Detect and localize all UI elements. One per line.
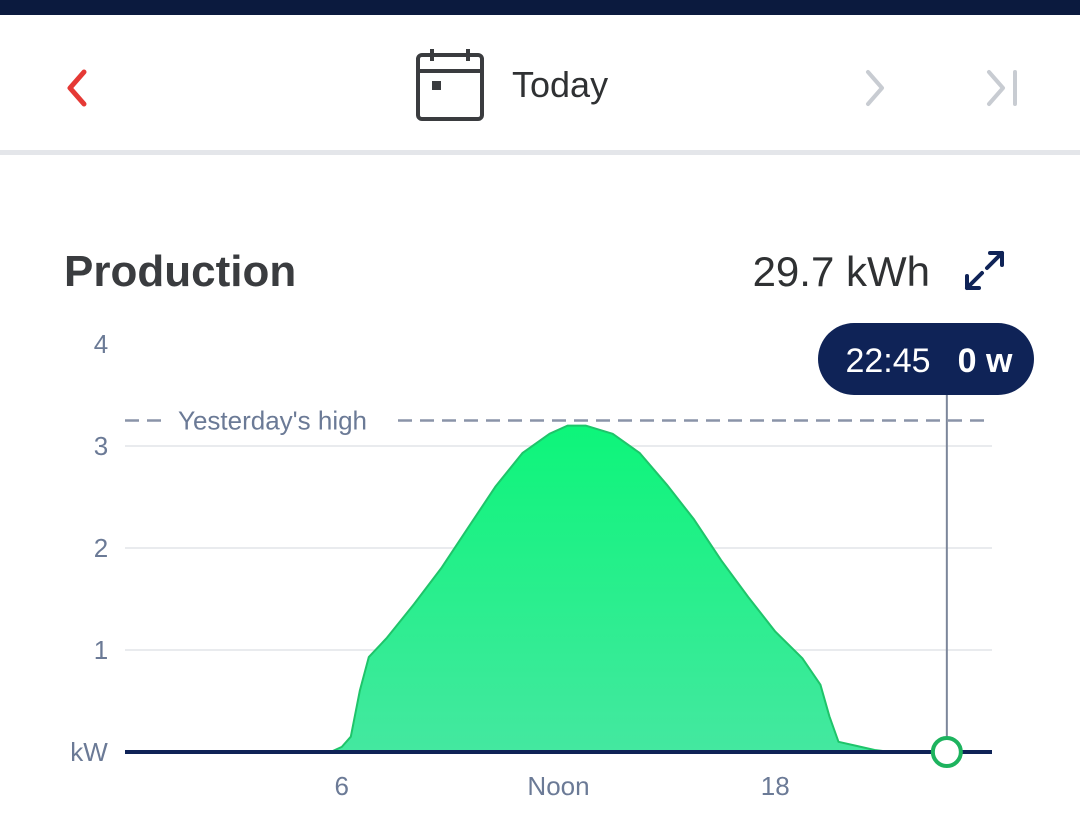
x-tick-label-6: 6 (335, 771, 349, 801)
y-tick-label-1: 1 (94, 635, 108, 665)
production-chart[interactable]: Yesterday's high 1 2 3 4 kW 6 Noon 18 22:45 0 w (0, 320, 1080, 825)
production-title: Production (64, 247, 297, 296)
cursor-time: 22:45 (845, 342, 930, 380)
chevron-left-icon (67, 69, 87, 107)
x-tick-label-Noon: Noon (527, 771, 589, 801)
previous-day-button[interactable] (52, 63, 102, 113)
expand-chart-button[interactable] (960, 246, 1010, 296)
next-day-button[interactable] (850, 63, 900, 113)
production-total: 29.7 kWh (752, 248, 930, 295)
date-navigation-header: Today (0, 15, 1080, 152)
calendar-icon[interactable] (414, 49, 486, 135)
y-tick-label-3: 3 (94, 431, 108, 461)
chevron-right-icon (866, 70, 884, 106)
y-tick-label-4: 4 (94, 329, 108, 359)
skip-to-end-icon (987, 70, 1017, 106)
time-cursor[interactable]: 22:45 0 w (818, 323, 1034, 768)
y-tick-label-2: 2 (94, 533, 108, 563)
jump-to-latest-button[interactable] (978, 63, 1028, 113)
production-area-series (295, 424, 892, 753)
cursor-tooltip (818, 323, 1034, 395)
x-tick-label-18: 18 (761, 771, 790, 801)
expand-icon (965, 251, 1004, 290)
header-divider (0, 150, 1080, 155)
y-unit-label: kW (70, 737, 108, 767)
axes: 1 2 3 4 kW 6 Noon 18 (70, 329, 992, 801)
production-area (295, 424, 892, 753)
selected-date-label[interactable]: Today (512, 64, 609, 105)
yesterday-high-label: Yesterday's high (178, 406, 367, 436)
yesterday-high-line: Yesterday's high (125, 406, 992, 436)
cursor-value: 0 w (958, 342, 1013, 380)
status-bar (0, 0, 1080, 15)
cursor-handle (930, 736, 963, 768)
